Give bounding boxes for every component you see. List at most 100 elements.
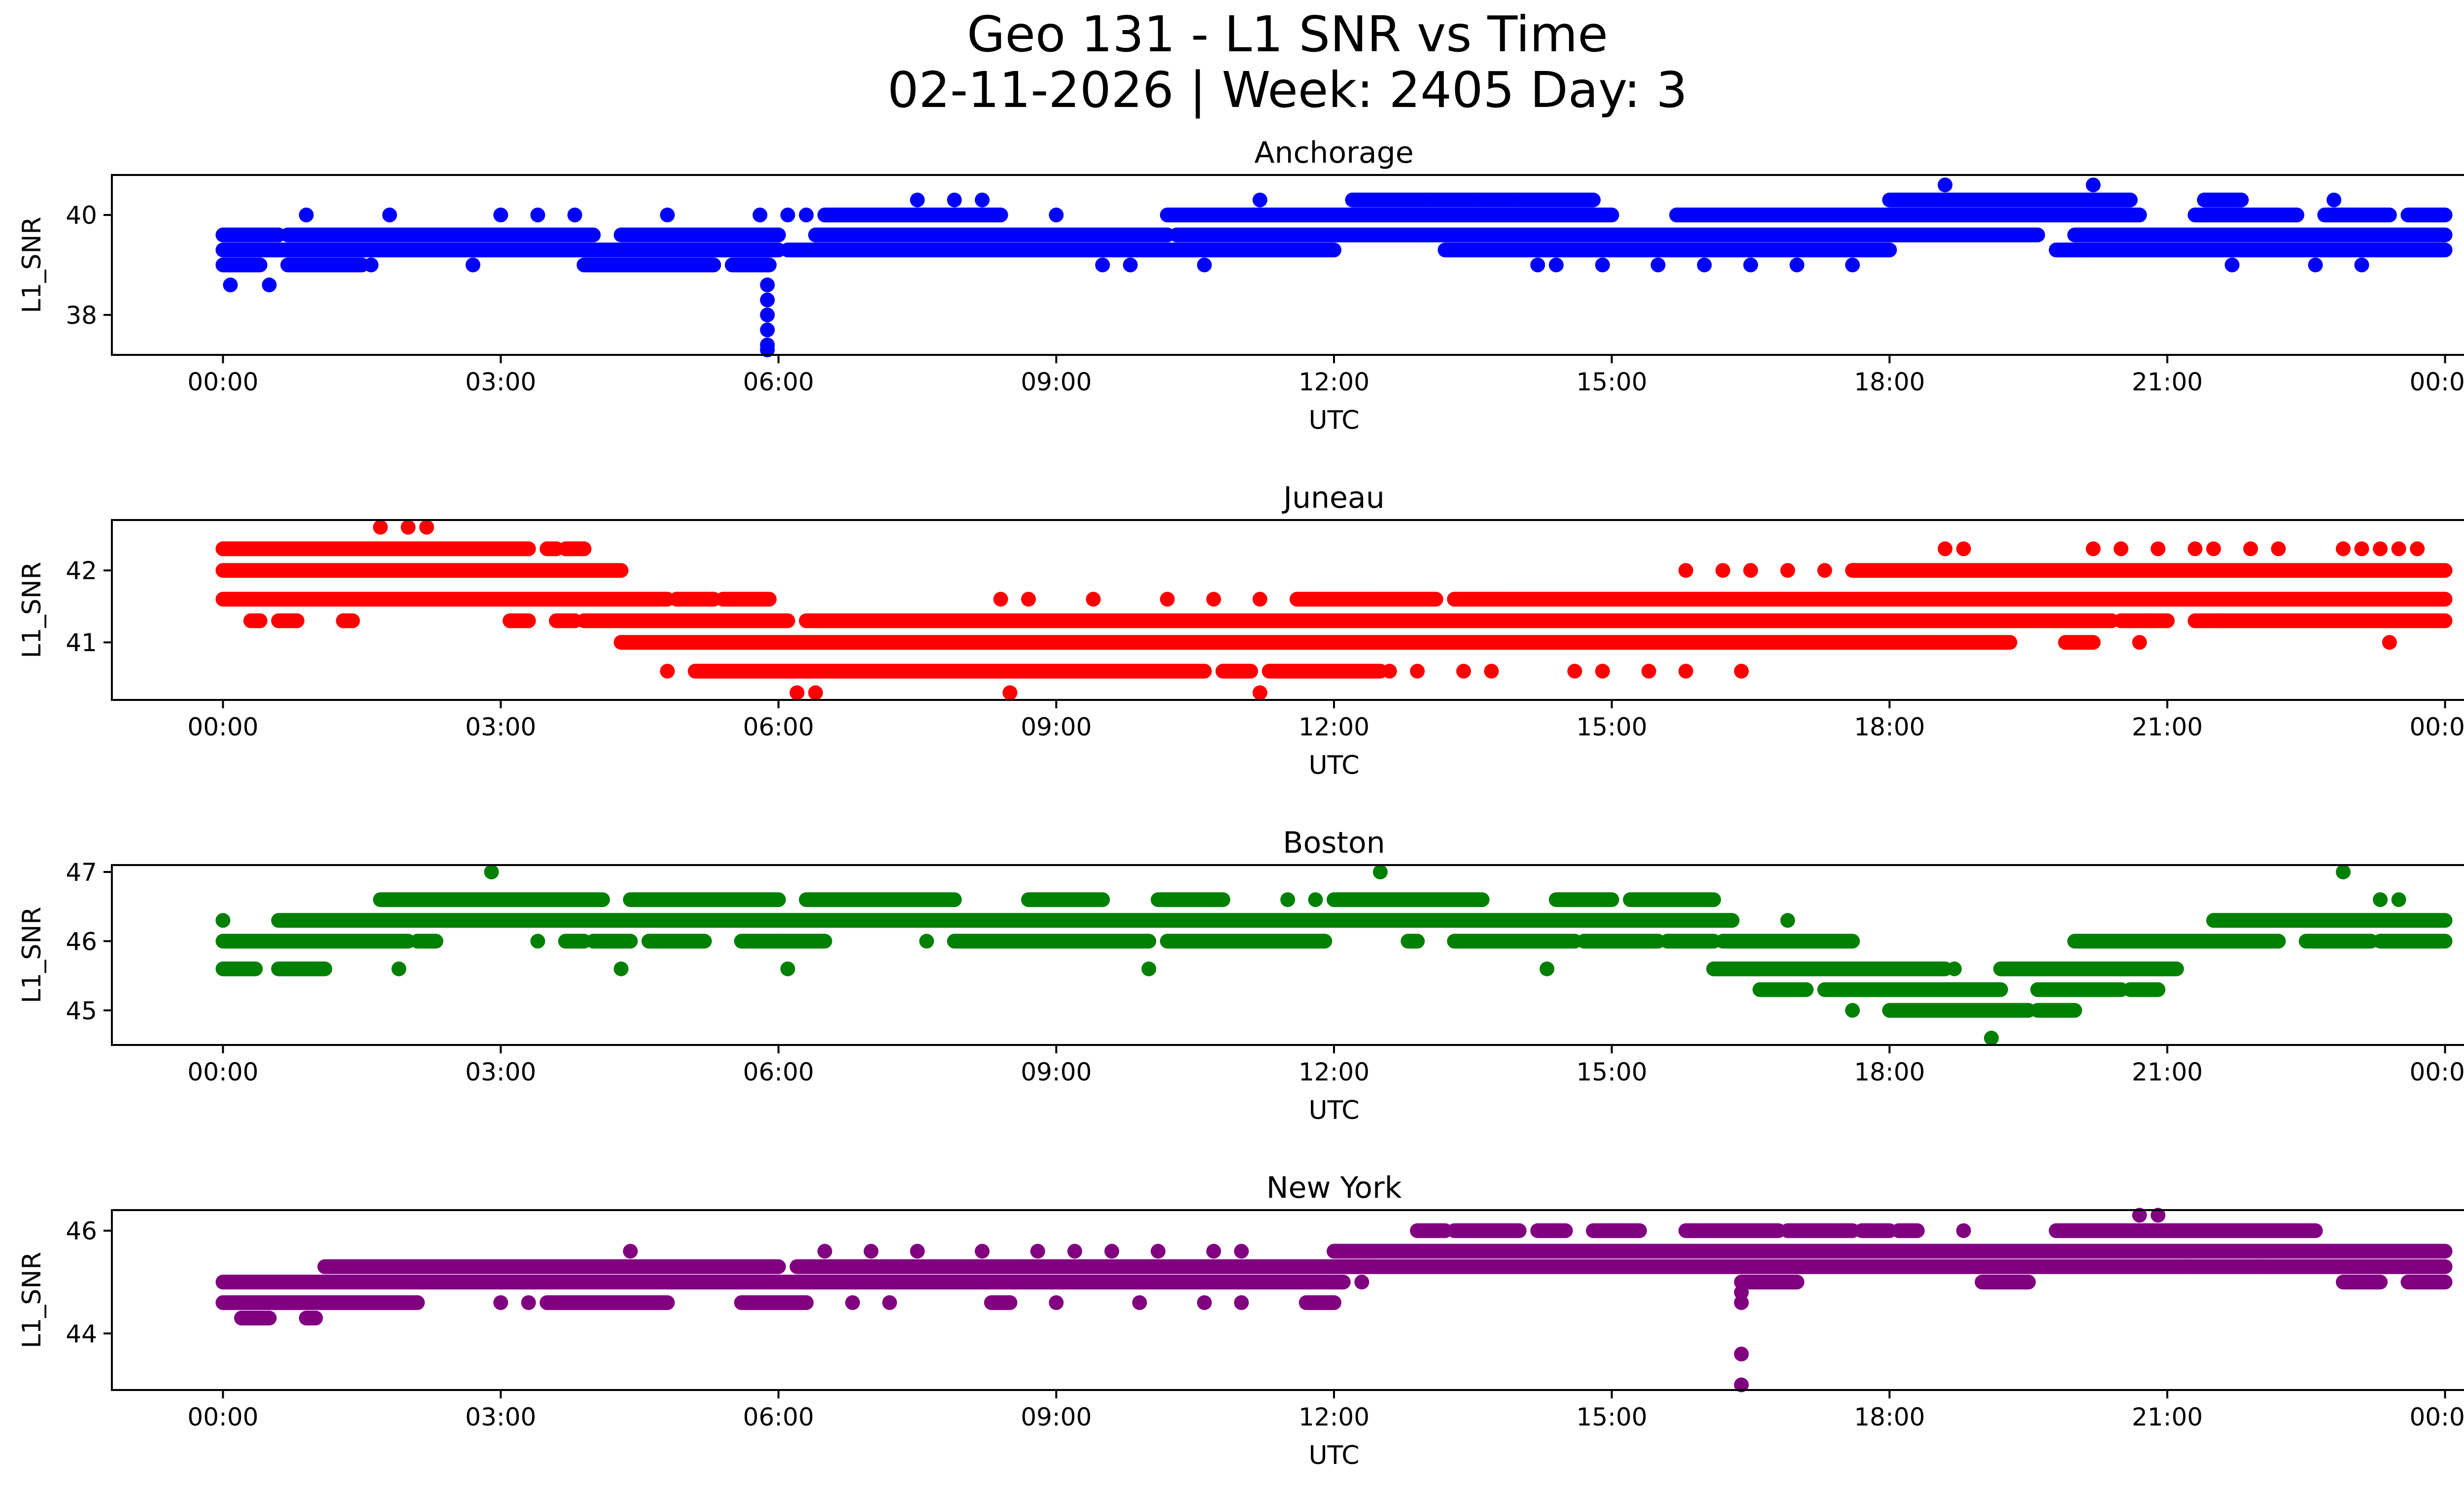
juneau-point [1817, 563, 1832, 578]
new-york-xlabel: UTC [1308, 1441, 1359, 1470]
new-york-point [1734, 1285, 1749, 1300]
juneau-series [215, 520, 2453, 700]
anchorage-point [2224, 257, 2240, 273]
juneau-point [2151, 541, 2166, 556]
boston-point [2391, 892, 2406, 907]
new-york-point [326, 1259, 342, 1274]
anchorage-point [465, 257, 480, 273]
juneau-point [993, 591, 1008, 607]
new-york-ytick-label: 46 [66, 1217, 97, 1246]
juneau-point [789, 685, 805, 700]
juneau-point [2086, 541, 2101, 556]
juneau-point [1641, 663, 1656, 679]
anchorage-xtick-label: 12:00 [1299, 368, 1369, 396]
anchorage-xtick-label: 06:00 [743, 368, 814, 396]
anchorage-point [1049, 208, 1064, 223]
juneau-point [2335, 541, 2351, 556]
juneau-xtick-label: 12:00 [1299, 713, 1369, 741]
anchorage-panel: Anchorage 00:00 03:00 06:00 09:00 12:00 15:00 1… [17, 136, 2464, 435]
anchorage-point [2345, 208, 2360, 223]
new-york-point [1197, 1295, 1212, 1310]
juneau-ylabel: L1_SNR [17, 561, 47, 658]
new-york-xtick-label: 15:00 [1576, 1403, 1647, 1431]
juneau-point [401, 520, 416, 535]
anchorage-point [1938, 177, 1952, 193]
anchorage-point [660, 208, 675, 223]
new-york-point [2252, 1259, 2267, 1274]
anchorage-point [1095, 257, 1110, 273]
anchorage-point [760, 292, 775, 308]
juneau-xlabel: UTC [1308, 751, 1359, 780]
anchorage-point [753, 208, 768, 223]
new-york-panel: New York 00:00 03:00 06:00 09:00 12:00 15:00 18… [17, 1171, 2464, 1470]
new-york-xtick-label: 21:00 [2132, 1403, 2203, 1431]
juneau-point [1678, 663, 1693, 679]
boston-panel: Boston 00:00 03:00 06:00 09:00 12:00 15:00 18:0… [17, 826, 2464, 1125]
boston-point [1280, 892, 1296, 907]
boston-point [1845, 1003, 1860, 1018]
new-york-point [1354, 1275, 1369, 1289]
new-york-point [863, 1244, 879, 1259]
new-york-point [1049, 1295, 1064, 1310]
boston-point [1372, 865, 1388, 880]
juneau-point [2410, 541, 2425, 556]
new-york-point [2132, 1208, 2147, 1223]
juneau-point [2382, 635, 2397, 650]
juneau-point [808, 685, 823, 700]
new-york-xtick-label: 00:00 [187, 1403, 258, 1431]
new-york-point [1734, 1295, 1749, 1310]
juneau-point [1567, 663, 1582, 679]
juneau-point [1382, 663, 1397, 679]
juneau-point [1993, 635, 2008, 650]
anchorage-point [799, 208, 814, 223]
boston-xtick-label: 21:00 [2132, 1058, 2203, 1086]
anchorage-panel-title: Anchorage [1254, 136, 1413, 170]
new-york-point [975, 1244, 990, 1259]
juneau-point [336, 613, 351, 628]
juneau-point [2141, 613, 2156, 628]
juneau-point [2391, 541, 2406, 556]
boston-xtick-label: 00:00 [2409, 1058, 2464, 1086]
new-york-point [1206, 1244, 1221, 1259]
anchorage-xtick-label: 18:00 [1854, 368, 1925, 396]
boston-point [2335, 865, 2351, 880]
new-york-point [1104, 1244, 1120, 1259]
juneau-xtick-label: 18:00 [1854, 713, 1925, 741]
boston-point [614, 961, 629, 976]
new-york-point [882, 1295, 897, 1310]
anchorage-xtick-label: 03:00 [465, 368, 536, 396]
juneau-point [2188, 541, 2203, 556]
anchorage-point [382, 208, 397, 223]
juneau-xtick-label: 21:00 [2132, 713, 2203, 741]
boston-point [919, 934, 934, 949]
new-york-point [2178, 1259, 2193, 1274]
boston-xtick-label: 03:00 [465, 1058, 536, 1086]
anchorage-point [2327, 192, 2342, 208]
juneau-point [1743, 563, 1758, 578]
juneau-point [1252, 591, 1267, 607]
juneau-point [1799, 635, 1814, 650]
anchorage-point [1345, 192, 1360, 208]
new-york-point [1956, 1223, 1971, 1238]
juneau-ytick-label: 42 [66, 556, 97, 585]
anchorage-point [1252, 192, 1267, 208]
juneau-point [1956, 541, 1971, 556]
anchorage-point [1197, 257, 1212, 273]
anchorage-point [299, 208, 314, 223]
juneau-xtick-label: 06:00 [743, 713, 814, 741]
anchorage-ylabel: L1_SNR [17, 216, 47, 313]
anchorage-point [567, 208, 582, 223]
anchorage-xtick-label: 00:00 [2409, 368, 2464, 396]
anchorage-point [760, 342, 775, 357]
new-york-point [1067, 1244, 1082, 1259]
anchorage-point [1511, 192, 1527, 208]
anchorage-point [780, 208, 795, 223]
boston-point [1141, 961, 1157, 976]
boston-point [1780, 913, 1795, 928]
new-york-point [910, 1244, 925, 1259]
boston-point [530, 934, 546, 949]
juneau-panel: Juneau 00:00 03:00 06:00 09:00 12:00 15:00 18:0… [17, 481, 2464, 780]
boston-ytick-label: 46 [66, 927, 97, 956]
juneau-xtick-label: 00:00 [187, 713, 258, 741]
